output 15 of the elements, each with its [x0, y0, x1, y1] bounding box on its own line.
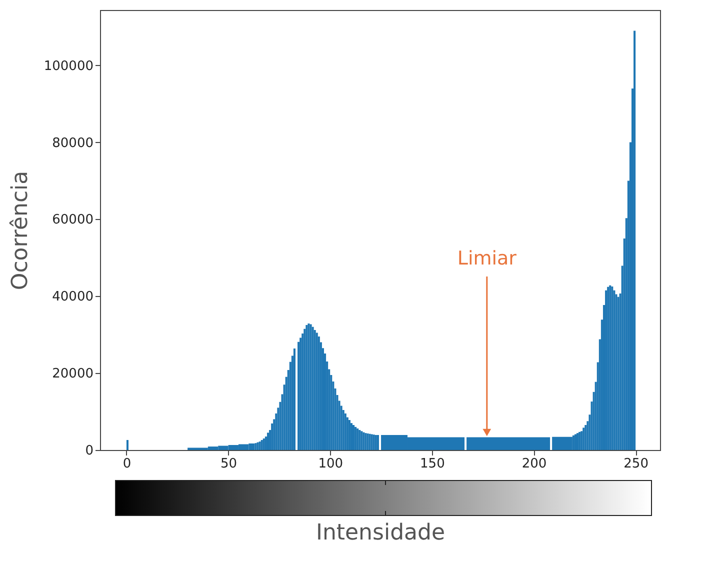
y-axis-title: Ocorrência: [8, 170, 33, 290]
x-tick-label: 100: [318, 456, 344, 472]
x-axis-title: Intensidade: [316, 520, 446, 546]
annotation: Limiar: [457, 248, 517, 270]
x-tick-label: 150: [420, 456, 445, 472]
y-tick-label: 100000: [44, 58, 94, 74]
x-tick-label: 200: [522, 456, 547, 472]
x-tick-label: 0: [122, 456, 132, 472]
x-tick-label: 250: [624, 456, 648, 472]
y-tick-label: 0: [85, 444, 94, 458]
x-tick-label: 50: [220, 456, 238, 472]
y-tick-label: 80000: [52, 136, 94, 151]
y-tick-label: 60000: [52, 212, 94, 228]
y-tick-label: 20000: [52, 366, 94, 382]
y-tick-label: 40000: [52, 290, 94, 305]
